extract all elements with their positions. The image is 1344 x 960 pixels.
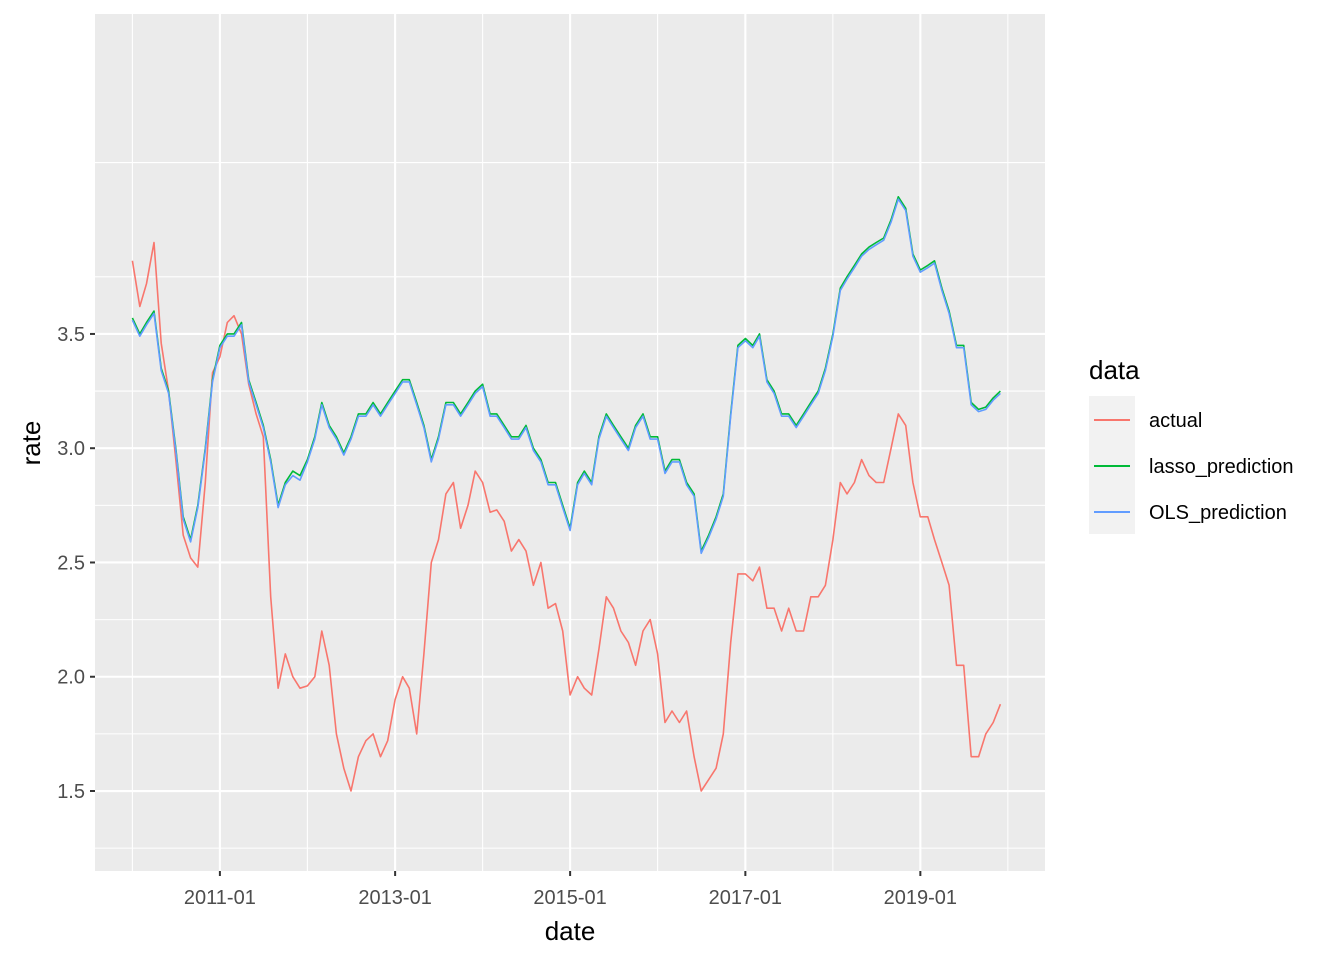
major-gridlines	[95, 14, 1045, 871]
x-axis-title: date	[545, 916, 596, 946]
y-tick-label: 3.0	[57, 438, 85, 460]
y-axis-ticks: 1.5 2.0 2.5 3.0 3.5	[57, 324, 95, 803]
x-tick-label: 2019-01	[884, 887, 957, 909]
legend-items: actual lasso_prediction OLS_prediction	[1089, 396, 1294, 534]
x-axis-ticks: 2011-01 2013-01 2015-01 2017-01 2019-01	[184, 871, 957, 909]
legend-label-OLS_prediction: OLS_prediction	[1149, 502, 1287, 524]
y-tick-label: 2.5	[57, 552, 85, 574]
y-tick-label: 2.0	[57, 667, 85, 689]
legend-label-actual: actual	[1149, 410, 1202, 432]
x-tick-label: 2017-01	[709, 887, 782, 909]
series-lines	[131, 196, 1002, 792]
x-tick-label: 2013-01	[358, 887, 431, 909]
y-tick-label: 1.5	[57, 781, 85, 803]
y-tick-label: 3.5	[57, 324, 85, 346]
series-line-OLS_prediction	[131, 198, 1001, 555]
legend-label-lasso_prediction: lasso_prediction	[1149, 456, 1294, 478]
x-tick-label: 2011-01	[184, 887, 256, 909]
y-axis-title: rate	[16, 421, 46, 466]
legend-title: data	[1089, 355, 1140, 385]
series-line-actual	[131, 241, 1002, 792]
legend: data actual lasso_prediction OLS_predictio…	[1089, 355, 1294, 534]
x-tick-label: 2015-01	[533, 887, 606, 909]
